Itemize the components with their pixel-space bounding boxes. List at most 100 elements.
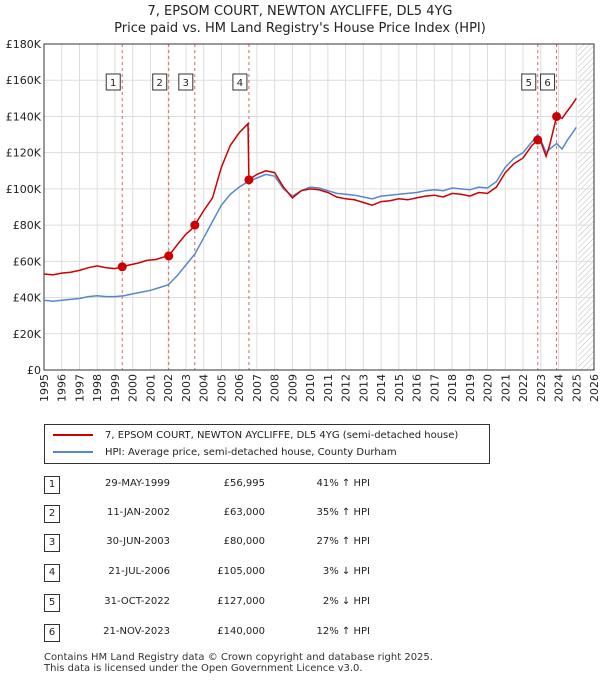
x-tick-label: 2015 xyxy=(393,374,406,402)
y-tick-label: £100K xyxy=(6,183,42,196)
y-tick-label: £60K xyxy=(13,255,42,268)
chart-subtitle: Price paid vs. HM Land Registry's House … xyxy=(114,21,486,36)
x-tick-label: 2014 xyxy=(375,374,388,402)
y-tick-label: £120K xyxy=(6,147,42,160)
footer: Contains HM Land Registry data © Crown c… xyxy=(44,652,433,674)
y-tick-label: £180K xyxy=(6,38,42,51)
y-tick-label: £80K xyxy=(13,219,42,232)
table-row: 1 29-MAY-1999 £56,995 41% ↑ HPI xyxy=(0,476,600,494)
x-tick-label: 2007 xyxy=(251,374,264,402)
sale-price: £63,000 xyxy=(223,507,265,518)
sale-hpi-diff: 12% ↑ HPI xyxy=(316,626,370,637)
table-row: 3 30-JUN-2003 £80,000 27% ↑ HPI xyxy=(0,534,600,552)
sale-point xyxy=(117,262,127,272)
plot-border xyxy=(43,43,595,371)
sale-label: 5 xyxy=(526,78,532,89)
x-tick-label: 2021 xyxy=(499,374,512,402)
y-tick-label: £140K xyxy=(6,110,42,123)
x-tick-label: 2018 xyxy=(446,374,459,402)
x-tick-label: 2006 xyxy=(233,374,246,402)
table-row: 4 21-JUL-2006 £105,000 3% ↓ HPI xyxy=(0,564,600,582)
sale-label: 4 xyxy=(237,78,243,89)
sale-date: 31-OCT-2022 xyxy=(104,596,170,607)
legend-label-hpi: HPI: Average price, semi-detached house,… xyxy=(105,446,397,458)
x-tick-label: 2000 xyxy=(127,374,140,402)
sale-label: 3 xyxy=(183,78,189,89)
sale-point xyxy=(533,135,543,145)
plot-area xyxy=(44,44,594,370)
price-chart: 1 2 3 4 5 6 £0 £20K £40K £60K £80K £100K £120K £140K £… xyxy=(6,38,600,402)
x-tick-label: 2017 xyxy=(428,374,441,402)
table-row: 2 11-JAN-2002 £63,000 35% ↑ HPI xyxy=(0,505,600,523)
sale-label-box xyxy=(178,73,194,91)
sale-label: 6 xyxy=(544,78,550,89)
sale-point xyxy=(552,111,562,121)
x-tick-label: 2009 xyxy=(286,374,299,402)
sale-label-box xyxy=(105,73,121,91)
x-tick-label: 1997 xyxy=(73,374,86,402)
sale-point xyxy=(164,251,174,261)
sale-hpi-diff: 3% ↓ HPI xyxy=(322,566,370,577)
table-row: 5 31-OCT-2022 £127,000 2% ↓ HPI xyxy=(0,594,600,612)
x-tick-label: 2010 xyxy=(304,374,317,402)
sale-label-box xyxy=(521,73,537,91)
x-tick-label: 2002 xyxy=(162,374,175,402)
y-tick-label: £0 xyxy=(27,364,41,377)
legend-item-hpi: HPI: Average price, semi-detached house,… xyxy=(53,444,397,460)
series-property-line xyxy=(43,97,577,276)
legend-item-property: 7, EPSOM COURT, NEWTON AYCLIFFE, DL5 4YG… xyxy=(53,427,458,443)
x-tick-label: 2019 xyxy=(464,374,477,402)
x-tick-label: 2003 xyxy=(180,374,193,402)
x-tick-label: 2016 xyxy=(411,374,424,402)
sale-label-box xyxy=(540,73,556,91)
x-tick-label: 2001 xyxy=(144,374,157,402)
x-tick-label: 2008 xyxy=(269,374,282,402)
footer-copyright: Contains HM Land Registry data © Crown c… xyxy=(44,652,433,663)
x-tick-label: 1998 xyxy=(91,374,104,402)
sale-date: 21-JUL-2006 xyxy=(108,566,170,577)
sale-number: 6 xyxy=(44,624,60,642)
x-tick-label: 1996 xyxy=(56,374,69,402)
x-tick-label: 2020 xyxy=(482,374,495,402)
sale-number: 3 xyxy=(44,534,60,552)
x-tick-label: 2005 xyxy=(215,374,228,402)
chart-title: 7, EPSOM COURT, NEWTON AYCLIFFE, DL5 4YG xyxy=(147,4,453,19)
footer-licence: This data is licensed under the Open Gov… xyxy=(44,663,363,674)
x-tick-label: 2023 xyxy=(535,374,548,402)
x-tick-label: 2022 xyxy=(517,374,530,402)
sale-number: 1 xyxy=(44,476,60,494)
sale-label: 1 xyxy=(110,78,116,89)
sale-price: £127,000 xyxy=(217,596,265,607)
sale-hpi-diff: 2% ↓ HPI xyxy=(322,596,370,607)
x-tick-label: 2004 xyxy=(198,374,211,402)
sale-number: 4 xyxy=(44,564,60,582)
sale-number: 5 xyxy=(44,594,60,612)
y-tick-label: £160K xyxy=(6,74,42,87)
legend-label-property: 7, EPSOM COURT, NEWTON AYCLIFFE, DL5 4YG… xyxy=(105,429,459,441)
x-tick-label: 2012 xyxy=(340,374,353,402)
x-tick-label: 2011 xyxy=(322,374,335,402)
sale-price: £56,995 xyxy=(223,478,265,489)
sale-date: 30-JUN-2003 xyxy=(106,536,170,547)
sale-hpi-diff: 35% ↑ HPI xyxy=(316,507,370,518)
x-tick-label: 2024 xyxy=(553,374,566,402)
legend-swatch-property xyxy=(53,434,93,436)
sale-price: £105,000 xyxy=(217,566,265,577)
sale-point xyxy=(244,175,254,185)
x-tick-label: 2025 xyxy=(570,374,583,402)
legend-swatch-hpi xyxy=(53,451,93,453)
sale-hpi-diff: 41% ↑ HPI xyxy=(316,478,370,489)
sale-price: £80,000 xyxy=(223,536,265,547)
sale-price: £140,000 xyxy=(217,626,265,637)
sale-label: 2 xyxy=(157,78,163,89)
x-tick-label: 2013 xyxy=(357,374,370,402)
x-tick-label: 2026 xyxy=(588,374,600,402)
sale-hpi-diff: 27% ↑ HPI xyxy=(316,536,370,547)
y-tick-label: £40K xyxy=(13,292,42,305)
sale-date: 29-MAY-1999 xyxy=(104,478,170,489)
sale-label-box xyxy=(152,73,168,91)
table-row: 6 21-NOV-2023 £140,000 12% ↑ HPI xyxy=(0,624,600,642)
y-tick-label: £20K xyxy=(13,328,42,341)
sale-number: 2 xyxy=(44,505,60,523)
series-hpi-line xyxy=(43,126,577,302)
